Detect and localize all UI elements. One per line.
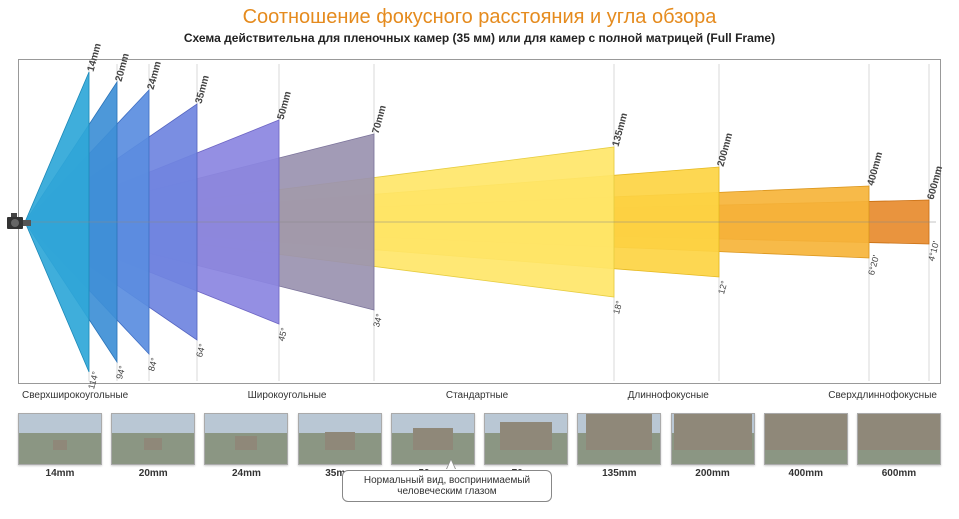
page-subtitle: Схема действительна для пленочных камер …: [0, 31, 959, 45]
thumbnail-image: [298, 413, 382, 465]
thumbnail-image: [111, 413, 195, 465]
thumbnail-image: [671, 413, 755, 465]
lens-group-label: Длиннофокусные: [628, 390, 709, 401]
thumbnail-image: [484, 413, 568, 465]
thumbnail-label: 200mm: [695, 468, 729, 479]
thumbnail-image: [577, 413, 661, 465]
thumbnail-label: 24mm: [232, 468, 261, 479]
thumbnail-image: [204, 413, 288, 465]
thumbnail: 135mm: [577, 413, 661, 479]
thumbnail: 200mm: [671, 413, 755, 479]
thumbnail: 14mm: [18, 413, 102, 479]
thumbnail-image: [857, 413, 941, 465]
thumbnail-label: 400mm: [789, 468, 823, 479]
thumbnail: 400mm: [764, 413, 848, 479]
thumbnail-label: 135mm: [602, 468, 636, 479]
thumbnail: 24mm: [204, 413, 288, 479]
thumbnail-label: 600mm: [882, 468, 916, 479]
callout-arrow: [446, 459, 456, 469]
thumbnail: 20mm: [111, 413, 195, 479]
thumbnail-image: [391, 413, 475, 465]
page-title: Соотношение фокусного расстояния и угла …: [0, 6, 959, 29]
lens-group-label: Сверхдлиннофокусные: [828, 390, 937, 401]
lens-group-label: Широкоугольные: [248, 390, 327, 401]
thumbnail-image: [764, 413, 848, 465]
thumbnail-label: 14mm: [46, 468, 75, 479]
fov-chart: 14mm114°20mm94°24mm84°35mm64°50mm45°70mm…: [18, 59, 941, 384]
camera-icon: [5, 209, 33, 235]
thumbnail-label: 20mm: [139, 468, 168, 479]
thumbnail: 600mm: [857, 413, 941, 479]
thumbnail-image: [18, 413, 102, 465]
chart-svg: [19, 60, 940, 385]
group-labels: Сверхширокоугольные Широкоугольные Стандар…: [18, 388, 941, 407]
lens-group-label: Стандартные: [446, 390, 508, 401]
lens-group-label: Сверхширокоугольные: [22, 390, 128, 401]
callout-box: Нормальный вид, воспринимаемый человечес…: [342, 470, 552, 502]
